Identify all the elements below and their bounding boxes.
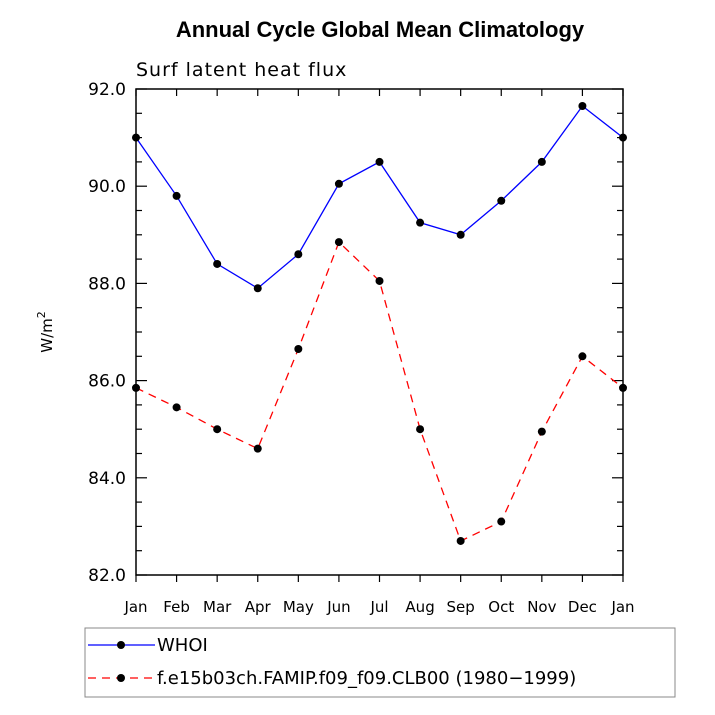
y-axis-label-text: W/m — [38, 318, 56, 353]
data-point-series-1 — [456, 536, 465, 545]
data-point-series-0 — [578, 102, 587, 111]
x-tick-label: Feb — [163, 598, 190, 616]
data-point-series-0 — [456, 230, 465, 239]
legend-label-famip: f.e15b03ch.FAMIP.f09_f09.CLB00 (1980−199… — [157, 668, 576, 689]
data-point-series-1 — [172, 403, 181, 412]
series-line-1 — [135, 240, 624, 542]
chart-title: Annual Cycle Global Mean Climatology — [176, 17, 585, 42]
data-point-series-0 — [213, 259, 222, 268]
y-tick-label: 88.0 — [88, 274, 126, 294]
series-layer — [132, 102, 627, 545]
x-tick-label: Nov — [527, 598, 556, 616]
y-axis-tick-labels: 82.0 84.0 86.0 88.0 90.0 92.0 — [88, 80, 126, 586]
x-tick-label: Jan — [610, 598, 634, 616]
data-point-series-0 — [253, 284, 262, 293]
y-tick-label: 92.0 — [88, 80, 126, 100]
data-point-series-0 — [416, 218, 425, 227]
x-tick-label: Aug — [405, 598, 434, 616]
svg-text:W/m2: W/m2 — [35, 311, 56, 353]
x-axis-tick-labels: Jan Feb Mar Apr May Jun Jul Aug Sep Oct Nov Dec Jan — [123, 598, 634, 616]
data-point-series-1 — [294, 345, 303, 354]
y-tick-label: 86.0 — [88, 372, 126, 392]
x-tick-label: Jul — [369, 598, 388, 616]
legend-marker-whoi — [117, 641, 125, 649]
data-point-series-1 — [497, 517, 506, 526]
data-point-series-0 — [375, 157, 384, 166]
legend-box — [84, 627, 676, 698]
x-tick-label: Dec — [568, 598, 597, 616]
data-point-series-0 — [334, 179, 343, 188]
data-point-series-0 — [294, 250, 303, 259]
data-point-series-1 — [578, 352, 587, 361]
data-point-series-0 — [497, 196, 506, 205]
data-point-series-1 — [213, 425, 222, 434]
y-tick-label: 90.0 — [88, 177, 126, 197]
data-point-series-1 — [537, 427, 546, 436]
data-point-series-0 — [537, 157, 546, 166]
data-point-series-1 — [253, 444, 262, 453]
x-tick-label: Mar — [203, 598, 232, 616]
legend: WHOI f.e15b03ch.FAMIP.f09_f09.CLB00 (198… — [84, 627, 676, 698]
legend-label-whoi: WHOI — [157, 635, 208, 656]
data-point-series-1 — [375, 276, 384, 285]
axis-ticks — [135, 88, 624, 582]
data-point-series-1 — [334, 238, 343, 247]
y-axis-label: W/m2 — [35, 311, 56, 353]
x-tick-label: Jan — [123, 598, 147, 616]
y-axis-label-superscript: 2 — [35, 311, 48, 318]
x-tick-label: Jun — [326, 598, 350, 616]
x-tick-label: Oct — [488, 598, 514, 616]
y-tick-label: 84.0 — [88, 469, 126, 489]
plot-frame — [135, 88, 624, 576]
x-tick-label: May — [283, 598, 314, 616]
x-tick-label: Sep — [447, 598, 475, 616]
legend-marker-famip — [117, 674, 125, 682]
y-tick-label: 82.0 — [88, 566, 126, 586]
x-tick-label: Apr — [245, 598, 272, 616]
data-point-series-0 — [172, 191, 181, 200]
series-line-0 — [135, 105, 624, 290]
chart-subtitle: Surf latent heat flux — [136, 59, 347, 81]
data-point-series-1 — [416, 425, 425, 434]
